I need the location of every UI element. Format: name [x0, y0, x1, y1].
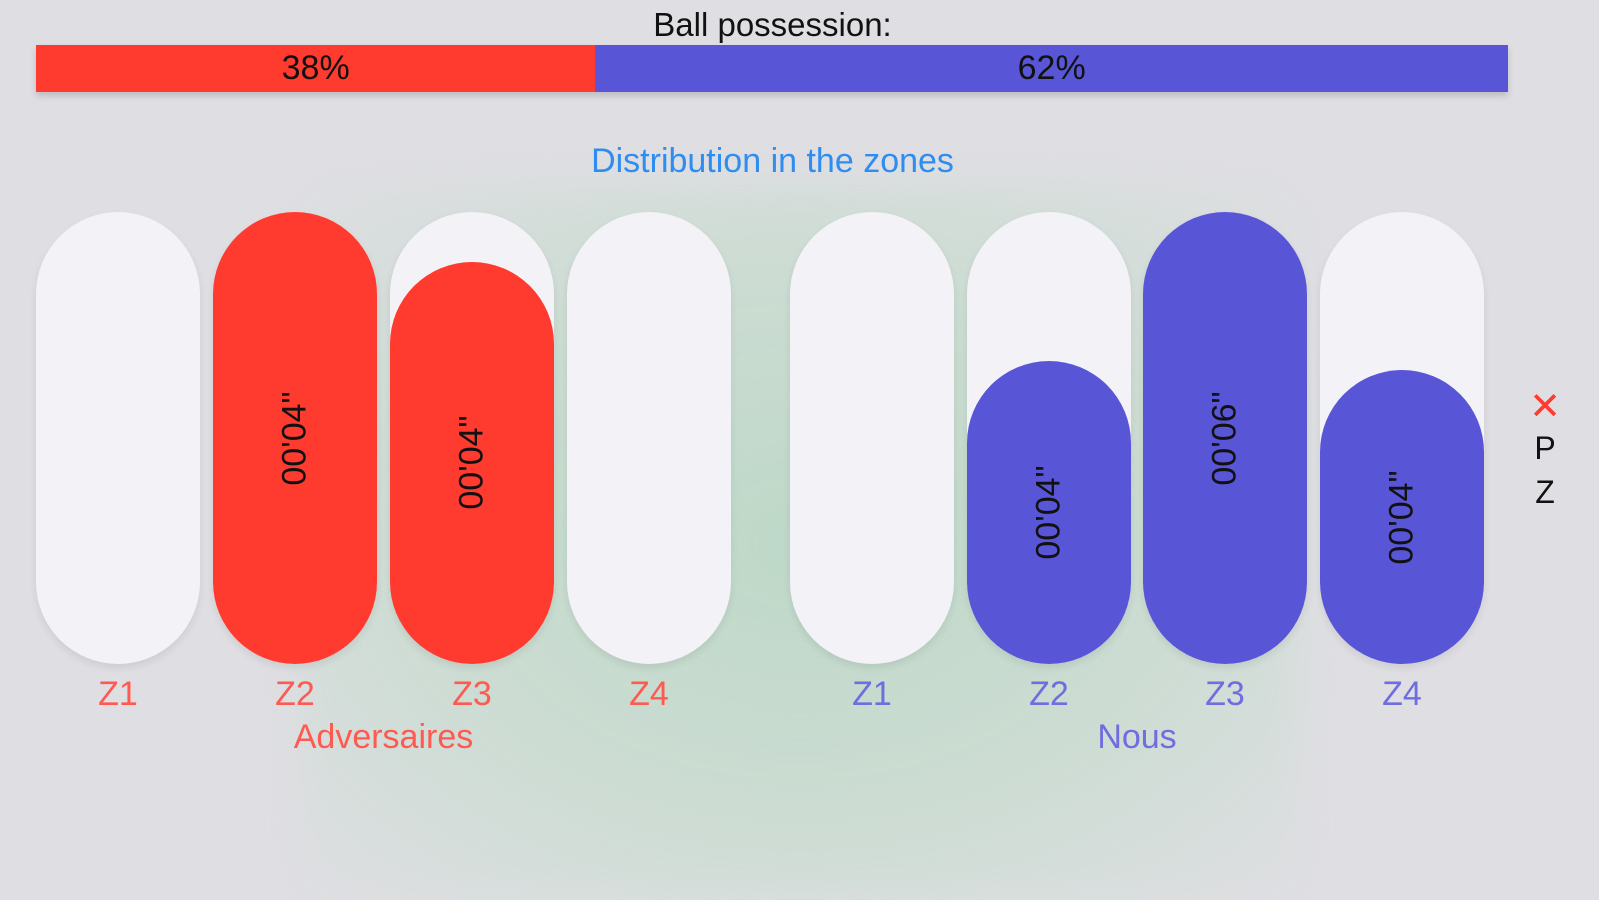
zone-track	[790, 212, 954, 664]
zone-label-opponent-z1: Z1	[98, 675, 138, 713]
zone-time: 00'04"	[275, 390, 314, 486]
team-label-opponent: Adversaires	[293, 718, 474, 756]
zone-time: 00'04"	[1029, 465, 1068, 560]
legend-letter-p[interactable]: P	[1534, 430, 1556, 466]
possession-title: Ball possession:	[653, 6, 892, 43]
zone-fill: 00'04"	[1320, 370, 1484, 664]
zone-bar-opponent-z1	[36, 212, 200, 664]
zone-label-opponent-z2: Z2	[275, 675, 315, 713]
zone-track	[36, 212, 200, 664]
zone-label-opponent-z4: Z4	[629, 675, 669, 713]
zone-bar-us-z2: 00'04"	[967, 212, 1131, 664]
possession-us-segment: 62%	[595, 45, 1508, 92]
zone-time: 00'04"	[452, 415, 491, 510]
zone-bar-us-z4: 00'04"	[1320, 212, 1484, 664]
zone-bar-opponent-z2: 00'04"	[213, 212, 377, 664]
zone-track	[567, 212, 731, 664]
possession-opponent-segment: 38%	[36, 45, 596, 92]
zone-label-us-z1: Z1	[852, 675, 892, 713]
zone-label-opponent-z3: Z3	[452, 675, 492, 713]
zone-label-us-z4: Z4	[1382, 675, 1422, 713]
zone-fill: 00'04"	[967, 361, 1131, 664]
side-legend: ✕ P Z	[1525, 388, 1565, 514]
zone-label-us-z3: Z3	[1205, 675, 1245, 713]
zone-bar-opponent-z4	[567, 212, 731, 664]
zone-time: 00'06"	[1205, 390, 1244, 486]
distribution-title: Distribution in the zones	[591, 142, 954, 180]
zone-bar-opponent-z3: 00'04"	[390, 212, 554, 664]
close-icon[interactable]: ✕	[1529, 386, 1561, 428]
team-label-us: Nous	[1097, 718, 1177, 756]
zone-bar-us-z1	[790, 212, 954, 664]
possession-bar: 38% 62%	[36, 45, 1508, 92]
legend-letter-z[interactable]: Z	[1535, 474, 1555, 510]
zone-fill: 00'04"	[213, 212, 377, 664]
possession-us-label: 62%	[1017, 49, 1086, 87]
zone-fill: 00'06"	[1143, 212, 1307, 664]
zone-label-us-z2: Z2	[1029, 675, 1069, 713]
zone-time: 00'04"	[1382, 469, 1421, 565]
possession-opponent-label: 38%	[281, 49, 350, 87]
zone-fill: 00'04"	[390, 261, 554, 664]
zone-bar-us-z3: 00'06"	[1143, 212, 1307, 664]
